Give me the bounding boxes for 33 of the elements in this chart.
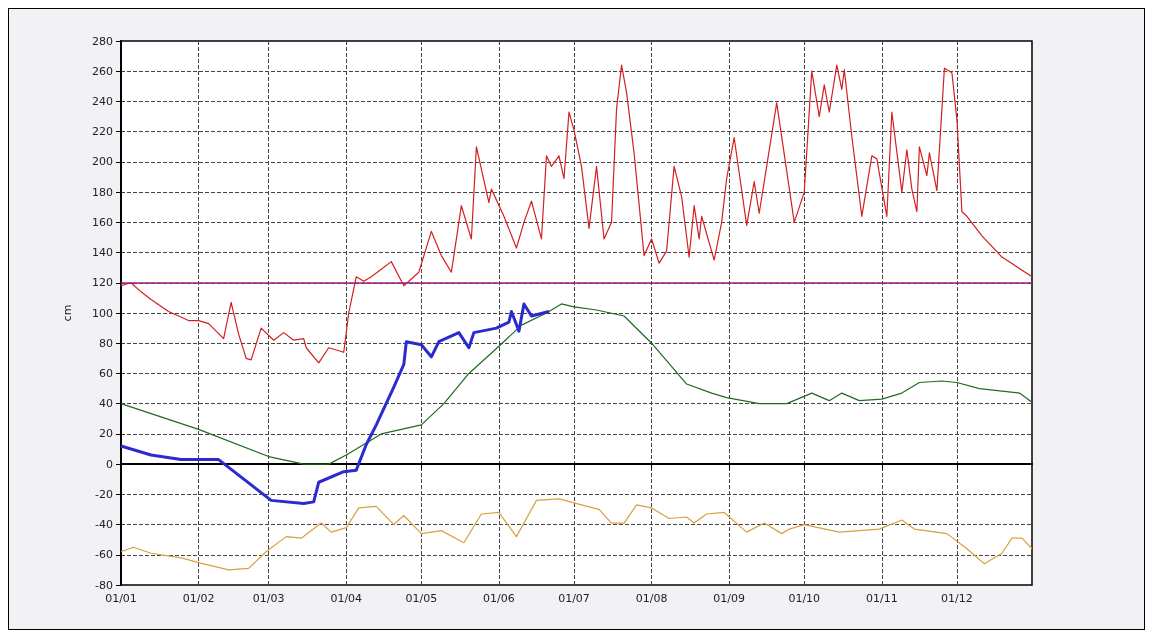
x-tick-label: 01/04 bbox=[330, 592, 363, 605]
x-tick-label: 01/12 bbox=[941, 592, 973, 605]
y-tick-label: 140 bbox=[92, 246, 113, 260]
y-tick-label: 40 bbox=[99, 397, 113, 411]
x-tick-label: 01/05 bbox=[405, 592, 438, 605]
x-tick-label: 01/09 bbox=[713, 592, 746, 605]
x-tick-label: 01/10 bbox=[788, 592, 821, 605]
x-tick-label: 01/03 bbox=[252, 592, 285, 605]
y-tick-label: 200 bbox=[92, 155, 113, 169]
y-tick-label: 0 bbox=[106, 457, 113, 471]
y-tick-label: -40 bbox=[95, 518, 113, 532]
y-tick-label: 220 bbox=[92, 125, 113, 139]
y-tick-label: 100 bbox=[92, 306, 113, 320]
y-tick-label: -60 bbox=[95, 548, 113, 562]
y-tick-label: 120 bbox=[92, 276, 113, 290]
x-tick-label: 01/01 bbox=[105, 592, 137, 605]
y-tick-label: 80 bbox=[99, 336, 113, 350]
y-tick-label: 240 bbox=[92, 94, 113, 108]
y-tick-label: 160 bbox=[92, 215, 113, 229]
line-series bbox=[119, 302, 551, 505]
y-tick-label: 260 bbox=[92, 64, 113, 78]
y-tick-label: 60 bbox=[99, 366, 113, 380]
y-tick-label: -80 bbox=[95, 578, 113, 592]
x-tick-label: 01/11 bbox=[865, 592, 898, 605]
x-tick-label: 01/02 bbox=[182, 592, 215, 605]
x-tick-label: 01/08 bbox=[635, 592, 668, 605]
y-axis-title: cm bbox=[61, 304, 74, 322]
x-tick-label: 01/06 bbox=[483, 592, 515, 605]
x-tick-label: 01/07 bbox=[558, 592, 590, 605]
y-tick-label: -20 bbox=[95, 487, 113, 501]
y-tick-label: 180 bbox=[92, 185, 113, 199]
y-tick-label: 280 bbox=[92, 34, 113, 48]
y-tick-label: 20 bbox=[99, 427, 113, 441]
